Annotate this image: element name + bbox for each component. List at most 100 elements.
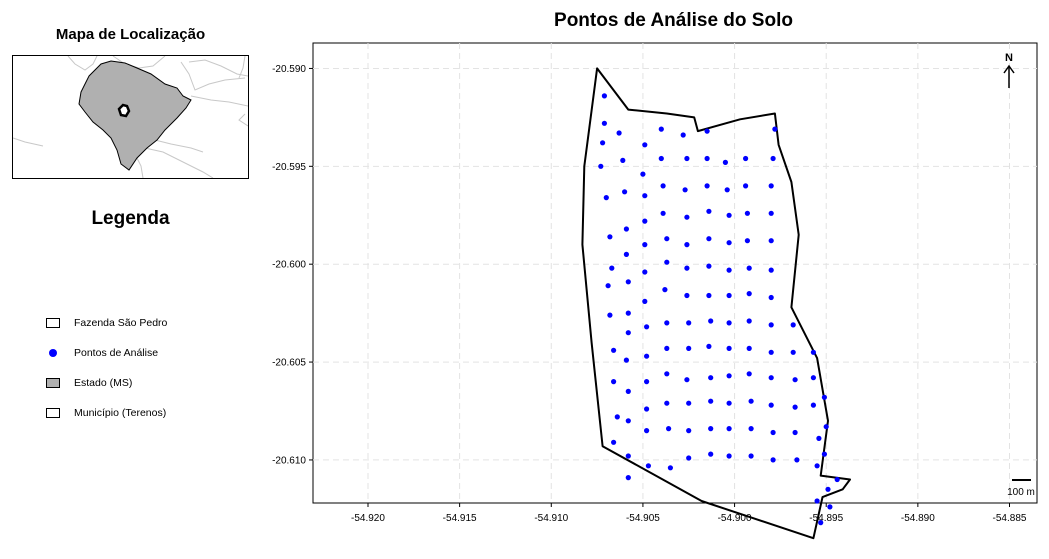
analysis-point: [768, 349, 774, 355]
analysis-point: [706, 292, 712, 299]
analysis-point: [664, 320, 670, 326]
analysis-point: [790, 322, 796, 328]
location-inset-map: [12, 55, 249, 179]
analysis-point: [722, 159, 729, 165]
analysis-point: [625, 418, 631, 424]
analysis-point: [770, 457, 776, 463]
analysis-point: [625, 388, 631, 394]
x-axis-ticks: -54.920 -54.915 -54.910 -54.905 -54.900 -54.8…: [351, 503, 1027, 524]
analysis-point: [768, 210, 774, 216]
analysis-point: [704, 128, 710, 134]
x-tick-label: -54.890: [901, 513, 935, 524]
analysis-point: [706, 343, 712, 349]
analysis-point: [834, 476, 840, 483]
analysis-point: [622, 189, 628, 195]
analysis-point: [768, 294, 774, 301]
north-label: N: [1005, 52, 1013, 64]
analysis-point: [623, 357, 630, 363]
x-tick-label: -54.885: [993, 513, 1027, 524]
analysis-point: [748, 426, 754, 432]
analysis-point: [821, 394, 828, 400]
analysis-point: [772, 126, 778, 132]
analysis-point: [726, 426, 732, 432]
legend-label-state: Estado (MS): [74, 377, 133, 389]
analysis-point: [708, 375, 714, 381]
analysis-point: [744, 210, 751, 216]
analysis-point: [743, 183, 749, 189]
analysis-point: [770, 429, 776, 436]
analysis-point: [666, 426, 672, 432]
analysis-point: [625, 453, 631, 459]
analysis-point: [810, 402, 817, 408]
analysis-point: [726, 320, 732, 326]
analysis-point: [664, 259, 670, 265]
analysis-point: [642, 142, 648, 148]
analysis-point: [726, 240, 732, 246]
analysis-point: [706, 208, 712, 214]
legend-label-municipality: Município (Terenos): [74, 407, 167, 419]
inset-title: Mapa de Localização: [55, 26, 206, 43]
analysis-point: [601, 120, 608, 126]
analysis-point: [814, 463, 820, 469]
analysis-point: [706, 236, 712, 242]
north-arrow-head: [1003, 64, 1015, 74]
analysis-point: [600, 140, 606, 146]
analysis-point: [792, 377, 798, 383]
map-panel: [312, 42, 1038, 504]
analysis-point: [642, 298, 648, 304]
legend-item-farm: Fazenda São Pedro: [46, 316, 167, 330]
analysis-point: [704, 183, 710, 189]
analysis-point: [662, 287, 668, 293]
analysis-point: [664, 345, 670, 351]
analysis-point: [704, 155, 710, 162]
inset-map-svg: [13, 56, 248, 178]
analysis-point: [743, 155, 749, 162]
analysis-point: [605, 283, 611, 289]
legend-item-points: Pontos de Análise: [46, 346, 158, 360]
y-tick-label: -20.605: [272, 358, 306, 369]
analysis-point: [708, 426, 714, 432]
analysis-point: [645, 463, 652, 469]
analysis-point: [746, 291, 752, 297]
analysis-point: [598, 163, 604, 169]
analysis-point: [684, 292, 690, 299]
analysis-point: [658, 155, 664, 162]
analysis-point: [726, 267, 732, 273]
analysis-point: [686, 455, 692, 461]
analysis-point: [825, 486, 831, 492]
map-title: Pontos de Análise do Solo: [554, 10, 793, 31]
legend-key-municipality: [46, 408, 60, 418]
analysis-point: [768, 238, 774, 244]
analysis-point: [746, 318, 752, 324]
analysis-point: [625, 310, 631, 316]
legend-key-state: [46, 378, 60, 388]
legend-item-municipality: Município (Terenos): [46, 406, 166, 420]
analysis-point: [642, 193, 648, 199]
analysis-point: [625, 475, 631, 481]
analysis-point: [660, 210, 666, 216]
analysis-point: [623, 251, 630, 257]
analysis-point: [682, 187, 688, 193]
analysis-point: [827, 504, 833, 510]
analysis-point: [684, 265, 690, 271]
analysis-point: [821, 451, 828, 457]
analysis-point: [768, 322, 774, 328]
analysis-point: [644, 324, 650, 330]
analysis-point: [664, 371, 670, 377]
analysis-point: [768, 183, 774, 189]
analysis-point: [726, 373, 732, 379]
y-tick-label: -20.590: [272, 64, 306, 75]
analysis-point: [680, 132, 686, 138]
analysis-point: [746, 345, 752, 351]
y-axis-ticks: -20.590 -20.595 -20.600 -20.605 -20.610: [272, 64, 313, 466]
y-tick-label: -20.595: [272, 162, 306, 173]
analysis-point: [664, 236, 670, 242]
analysis-point: [603, 195, 609, 201]
analysis-point: [744, 238, 751, 244]
analysis-point: [611, 379, 617, 385]
analysis-point: [708, 398, 714, 404]
x-tick-label: -54.900: [718, 513, 752, 524]
analysis-point: [686, 345, 692, 351]
analysis-point: [611, 439, 617, 445]
